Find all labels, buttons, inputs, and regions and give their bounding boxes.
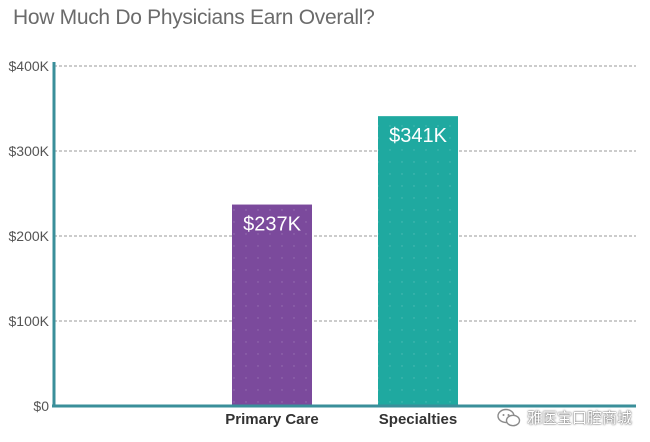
y-tick-label: $300K [9,143,50,159]
y-tick-label: $100K [9,313,50,329]
watermark: 雅医宝口腔商城 [497,407,632,428]
watermark-text: 雅医宝口腔商城 [526,410,632,427]
y-tick-label: $0 [33,398,49,414]
x-tick-label: Primary Care [225,411,318,428]
data-label: $341K [389,125,447,147]
chart-title: How Much Do Physicians Earn Overall? [13,6,375,29]
bar-texture [378,116,458,407]
x-tick-label: Specialties [379,411,457,428]
y-tick-label: $200K [9,228,50,244]
y-tick-label: $400K [9,58,50,74]
bar-texture [232,204,312,406]
wechat-icon [497,408,521,426]
data-label: $237K [243,214,301,236]
